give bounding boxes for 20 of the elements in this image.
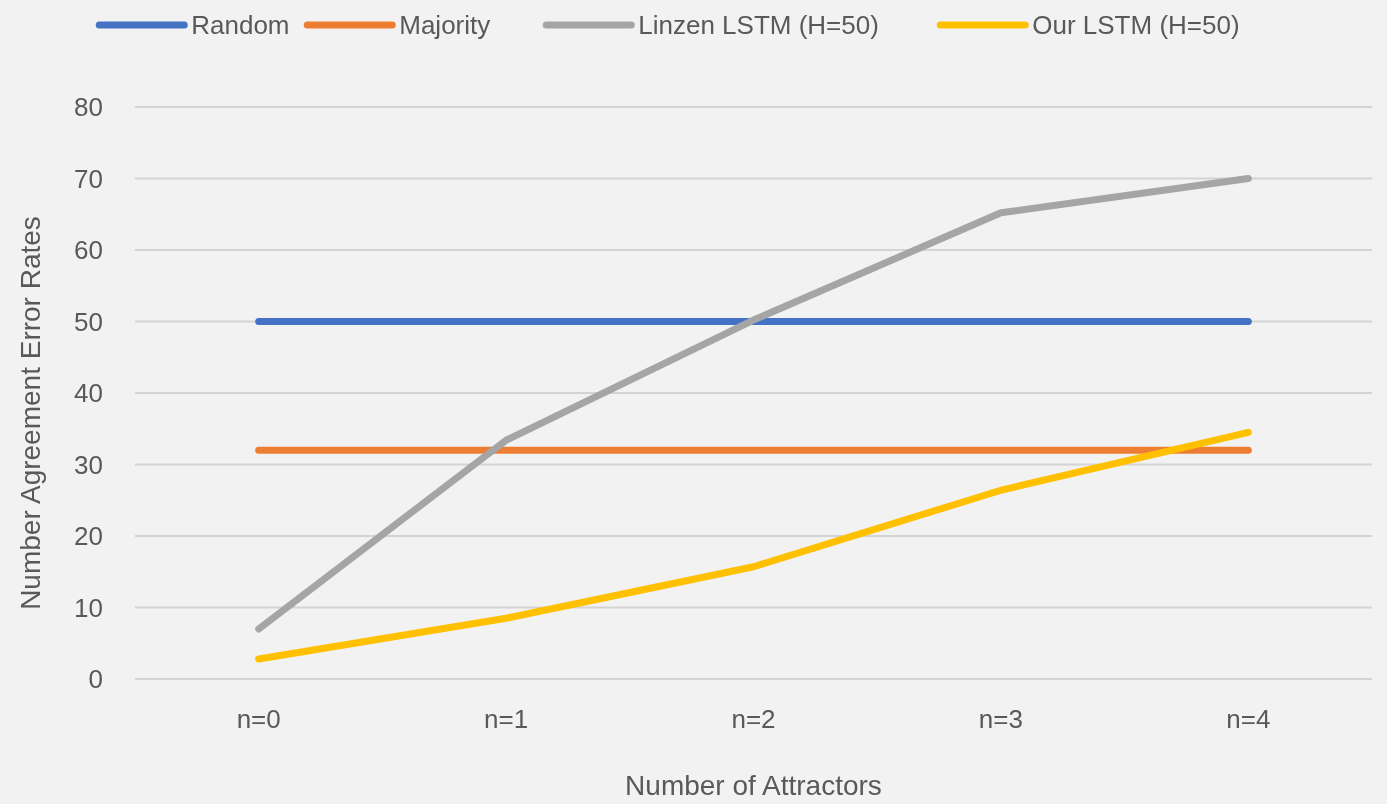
x-tick-label: n=0 [236,704,281,734]
y-tick-label: 70 [74,163,103,194]
y-tick-label: 10 [74,592,103,623]
legend-label: Our LSTM (H=50) [1032,10,1240,40]
legend-label: Random [191,10,290,40]
y-tick-label: 40 [74,378,103,408]
x-axis-title: Number of Attractors [625,770,882,801]
x-tick-label: n=1 [484,704,529,734]
x-tick-label: n=4 [1226,704,1271,734]
y-tick-label: 30 [74,449,103,480]
legend-label: Linzen LSTM (H=50) [638,10,879,40]
x-tick-label: n=3 [978,704,1023,734]
y-axis-title: Number Agreement Error Rates [15,216,46,610]
y-tick-label: 50 [74,306,103,337]
y-tick-label: 20 [74,521,103,551]
y-tick-label: 80 [74,92,103,122]
y-tick-label: 0 [88,664,103,694]
legend-label: Majority [399,10,491,40]
x-tick-label: n=2 [731,704,776,734]
y-tick-label: 60 [74,235,103,265]
